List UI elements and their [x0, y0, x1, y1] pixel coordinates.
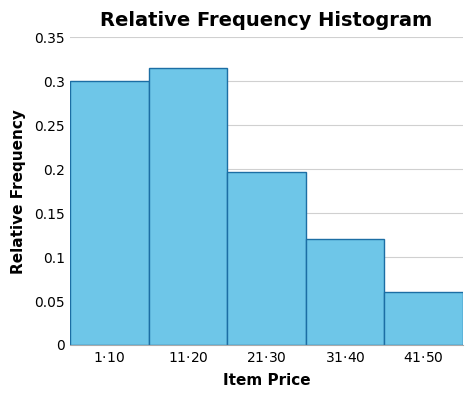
Bar [306, 239, 384, 345]
Bar [227, 172, 306, 345]
Bar [384, 292, 463, 345]
Bar [70, 81, 149, 345]
Title: Relative Frequency Histogram: Relative Frequency Histogram [100, 11, 433, 30]
Y-axis label: Relative Frequency: Relative Frequency [11, 109, 26, 274]
Bar [149, 68, 227, 345]
X-axis label: Item Price: Item Price [223, 373, 310, 388]
